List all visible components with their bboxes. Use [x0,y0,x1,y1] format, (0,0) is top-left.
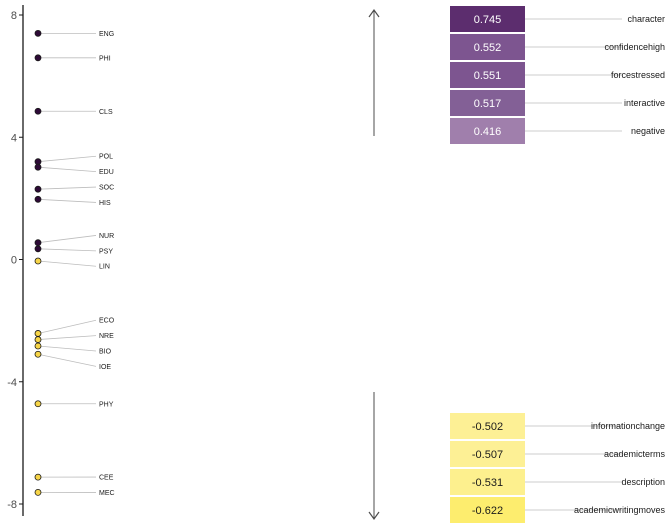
tile-value-academicwritingmoves: -0.622 [472,505,503,517]
point-label-nre: NRE [99,333,114,340]
tile-value-forcestressed: 0.551 [474,70,502,82]
point-label-nur: NUR [99,233,114,240]
point-pol [34,158,42,166]
y-tick-label: -4 [7,377,17,389]
point-psy [34,245,42,253]
point-mec [34,488,42,496]
point-label-soc: SOC [99,185,114,192]
point-label-cls: CLS [99,109,113,116]
term-label-character: character [627,14,665,24]
point-label-ioe: IOE [99,364,111,371]
tile-value-academicterms: -0.507 [472,449,503,461]
point-eco [34,330,42,337]
point-bio [34,342,42,350]
term-label-interactive: interactive [624,98,665,108]
tile-academicwritingmoves [450,497,525,523]
tile-value-character: 0.745 [474,14,502,26]
point-nur [34,239,42,247]
point-label-cee: CEE [99,475,114,482]
term-label-academicwritingmoves: academicwritingmoves [574,505,666,515]
tile-confidencehigh [450,34,525,60]
point-leader-line [37,319,97,334]
y-tick-label: 0 [11,255,17,267]
point-label-his: HIS [99,200,111,207]
point-leader-line [37,335,97,340]
tile-informationchange [450,413,525,439]
point-label-phy: PHY [99,401,114,408]
tile-character [450,6,525,32]
term-label-academicterms: academicterms [604,449,666,459]
direction-arrow-panel [368,8,380,521]
tile-value-confidencehigh: 0.552 [474,42,502,54]
point-label-psy: PSY [99,248,113,255]
dimension-score-panel: 8 4 0 -4 -8 ENG PHI CLS POL EDU SOC HIS NUR PSY LIN ECO… [7,5,115,516]
point-label-phi: PHI [99,55,111,62]
tile-value-interactive: 0.517 [474,98,502,110]
point-leader-line [37,260,97,267]
y-tick-label: -8 [7,499,17,511]
point-phi [34,54,42,62]
term-label-informationchange: informationchange [591,421,665,431]
point-label-pol: POL [99,154,113,161]
point-label-bio: BIO [99,349,112,356]
term-loadings-panel: 0.745 character 0.552 confidencehigh 0.551 fo… [450,6,665,523]
point-label-eng: ENG [99,31,114,38]
point-label-mec: MEC [99,490,115,497]
point-leader-line [37,235,97,244]
point-cls [34,107,42,115]
point-ioe [34,350,42,358]
tile-description [450,469,525,495]
point-phy [34,400,42,408]
tile-interactive [450,90,525,116]
tile-forcestressed [450,62,525,88]
point-label-lin: LIN [99,264,110,271]
term-label-confidencehigh: confidencehigh [604,42,665,52]
point-leader-line [37,166,97,173]
term-label-negative: negative [631,126,665,136]
down-arrow-head [368,511,380,521]
tile-academicterms [450,441,525,467]
point-his [34,195,42,203]
tile-value-negative: 0.416 [474,126,502,138]
tile-value-description: -0.531 [472,477,503,489]
point-cee [34,473,42,481]
point-leader-line [37,198,97,203]
term-label-forcestressed: forcestressed [611,70,665,80]
point-leader-line [37,345,97,352]
point-leader-line [37,155,97,163]
term-label-description: description [621,477,665,487]
point-eng [34,29,42,37]
point-leader-line [37,186,97,190]
y-tick-label: 8 [11,10,17,22]
tile-value-informationchange: -0.502 [472,421,503,433]
tile-negative [450,118,525,144]
point-leader-line [37,248,97,252]
point-lin [34,257,42,265]
y-tick-label: 4 [11,132,17,144]
point-label-eco: ECO [99,318,115,325]
point-soc [34,185,42,193]
point-leader-line [37,353,97,367]
up-arrow-head [368,8,380,18]
point-edu [34,163,42,171]
point-label-edu: EDU [99,169,114,176]
point-nre [34,336,42,343]
